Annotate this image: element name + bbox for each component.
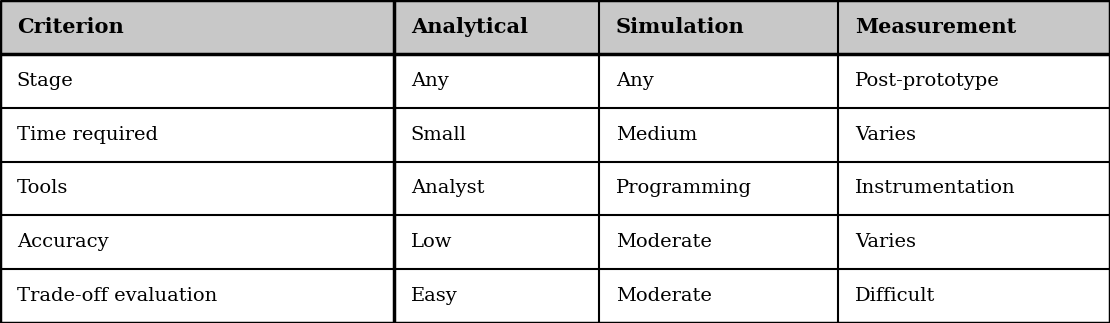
Text: Programming: Programming	[616, 179, 753, 197]
Text: Moderate: Moderate	[616, 233, 712, 251]
Bar	[599, 0, 838, 54]
Bar	[394, 0, 599, 54]
Text: Medium: Medium	[616, 126, 697, 144]
Text: Time required: Time required	[17, 126, 158, 144]
Text: Instrumentation: Instrumentation	[855, 179, 1016, 197]
Text: Criterion: Criterion	[17, 17, 123, 37]
Text: Varies: Varies	[855, 233, 916, 251]
Bar	[0, 269, 394, 323]
Text: Post-prototype: Post-prototype	[855, 72, 999, 90]
Bar	[394, 215, 599, 269]
Bar	[394, 162, 599, 215]
Bar	[0, 0, 394, 54]
Bar	[838, 54, 1110, 108]
Bar	[838, 215, 1110, 269]
Bar	[599, 54, 838, 108]
Bar	[599, 162, 838, 215]
Bar	[394, 269, 599, 323]
Bar	[838, 269, 1110, 323]
Text: Varies: Varies	[855, 126, 916, 144]
Bar	[599, 108, 838, 162]
Text: Accuracy: Accuracy	[17, 233, 109, 251]
Bar	[0, 162, 394, 215]
Bar	[394, 108, 599, 162]
Text: Moderate: Moderate	[616, 287, 712, 305]
Text: Easy: Easy	[411, 287, 457, 305]
Bar	[394, 54, 599, 108]
Bar	[0, 108, 394, 162]
Text: Difficult: Difficult	[855, 287, 935, 305]
Text: Trade-off evaluation: Trade-off evaluation	[17, 287, 216, 305]
Text: Simulation: Simulation	[616, 17, 745, 37]
Text: Analytical: Analytical	[411, 17, 527, 37]
Bar	[599, 215, 838, 269]
Bar	[838, 162, 1110, 215]
Bar	[838, 108, 1110, 162]
Bar	[599, 269, 838, 323]
Text: Stage: Stage	[17, 72, 73, 90]
Bar	[0, 54, 394, 108]
Text: Any: Any	[411, 72, 448, 90]
Text: Tools: Tools	[17, 179, 68, 197]
Text: Small: Small	[411, 126, 466, 144]
Text: Any: Any	[616, 72, 654, 90]
Text: Low: Low	[411, 233, 452, 251]
Text: Measurement: Measurement	[855, 17, 1016, 37]
Bar	[838, 0, 1110, 54]
Text: Analyst: Analyst	[411, 179, 484, 197]
Bar	[0, 215, 394, 269]
